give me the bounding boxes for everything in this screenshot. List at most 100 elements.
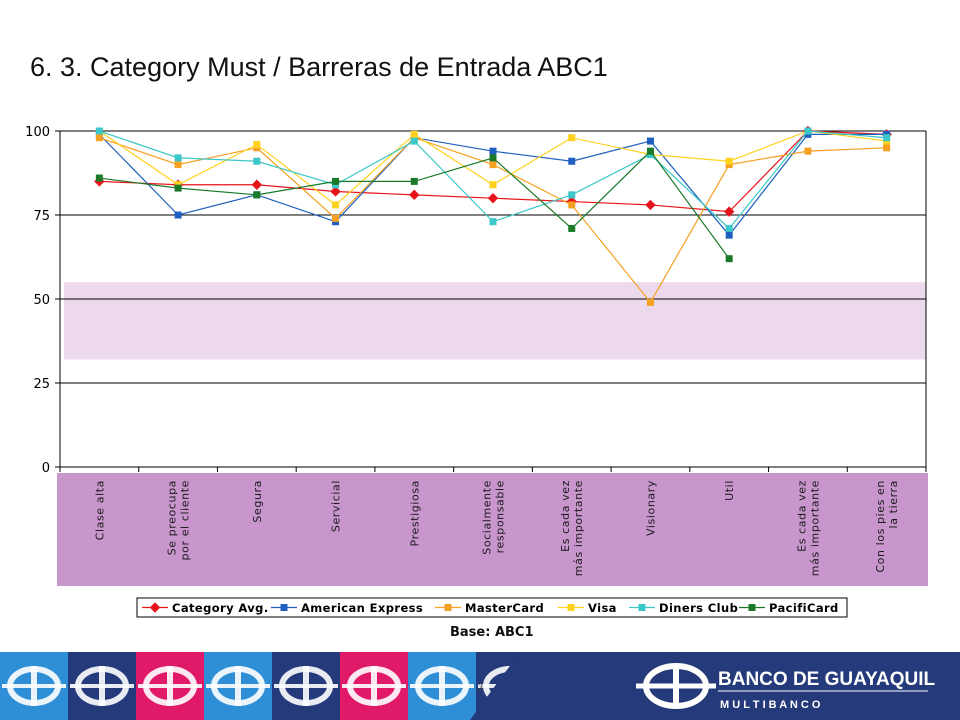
footer-logo-icon [274, 666, 338, 706]
x-category-label: más importante [808, 480, 821, 576]
legend-box [136, 597, 848, 618]
x-category-label: Con los pies en [874, 480, 887, 573]
y-tick-label: 100 [25, 125, 50, 140]
data-point [568, 157, 576, 165]
data-point [489, 147, 497, 155]
series-diners-club [95, 127, 891, 232]
data-point [253, 191, 261, 199]
footer-logo-icon [70, 666, 134, 706]
x-category-label: Se preocupa [166, 480, 179, 555]
footer-logo-icon [2, 666, 66, 706]
data-point [725, 157, 733, 165]
data-point [410, 137, 418, 145]
x-category-label: Visionary [644, 480, 657, 536]
footer-banner: BANCO DE GUAYAQUIL M U L T I B A N C O [0, 652, 960, 720]
legend-marker [567, 604, 575, 611]
footer-logo-tiles [0, 652, 544, 720]
x-category-label: Es cada vez [559, 480, 572, 552]
data-point [725, 255, 733, 263]
footer-logo-icon [206, 666, 270, 706]
data-point [804, 147, 812, 155]
highlight-band-layer [64, 282, 926, 360]
data-point [409, 189, 420, 201]
data-point [95, 134, 103, 142]
base-label: Base: ABC1 [450, 625, 534, 640]
x-category-label: más importante [572, 480, 585, 576]
legend-label: American Express [301, 601, 423, 615]
data-point [883, 134, 891, 142]
data-point [725, 224, 733, 232]
y-tick-labels: 0 25 50 75 100 [25, 125, 50, 476]
data-point [723, 206, 735, 217]
data-point [725, 231, 733, 239]
x-category-label: Util [723, 480, 736, 501]
data-point [251, 179, 263, 190]
x-category-label: la tierra [887, 480, 900, 528]
data-point [332, 177, 340, 185]
data-point [253, 140, 261, 148]
x-category-label: Servicial [330, 480, 343, 532]
x-category-label: responsable [494, 480, 507, 553]
data-point [174, 211, 182, 219]
y-tick-label: 0 [42, 461, 50, 476]
line-chart: 0 25 50 75 100 Clase alta Se preocupa por el c… [25, 125, 928, 618]
bank-logo-icon [636, 663, 716, 709]
footer-logo-icon [138, 666, 202, 706]
x-category-label: Segura [251, 480, 264, 523]
y-tick-label: 75 [33, 209, 50, 224]
data-point [646, 137, 654, 145]
y-tick-label: 25 [33, 377, 50, 392]
data-point [95, 174, 103, 182]
footer-logo-icon [410, 666, 474, 706]
data-point [646, 298, 654, 306]
data-point [883, 144, 891, 152]
footer-logo-icon [342, 666, 406, 706]
data-point [804, 127, 812, 135]
data-point [330, 186, 341, 197]
legend-marker [748, 604, 756, 611]
legend-marker [638, 604, 646, 611]
y-tick-label: 50 [33, 293, 50, 308]
series-category-avg [94, 125, 892, 217]
x-category-label: Clase alta [93, 480, 106, 540]
legend-marker [280, 604, 288, 611]
data-point [253, 157, 261, 165]
page-title: 6. 3. Category Must / Barreras de Entrad… [30, 52, 608, 82]
legend-marker [149, 602, 161, 613]
legend: Category Avg. American Express MasterCard V… [136, 597, 848, 618]
legend-marker [444, 604, 452, 611]
data-point [174, 161, 182, 169]
legend-label: PacifiCard [769, 601, 839, 615]
legend-label: Category Avg. [172, 601, 269, 615]
highlight-band [64, 282, 926, 360]
data-point [568, 191, 576, 199]
series-line [99, 150, 730, 260]
data-point [410, 130, 418, 138]
data-point [174, 154, 182, 162]
x-category-label: por el cliente [179, 480, 192, 560]
series-layer [94, 125, 892, 306]
data-point [489, 161, 497, 169]
legend-label: MasterCard [465, 601, 544, 615]
data-point [568, 201, 576, 209]
data-point [410, 177, 418, 185]
data-point [568, 134, 576, 142]
data-point [645, 199, 656, 211]
series-pacificard [95, 147, 733, 263]
data-point [489, 181, 497, 189]
data-point [487, 192, 499, 204]
data-point [332, 201, 340, 209]
data-point [489, 218, 497, 226]
legend-label: Visa [588, 601, 617, 615]
x-category-label: Es cada vez [795, 480, 808, 552]
x-category-label: Prestigiosa [408, 480, 421, 546]
x-category-label: Socialmente [481, 480, 494, 555]
gridlines [55, 130, 927, 472]
data-point [568, 224, 576, 232]
category-panel: Clase alta Se preocupa por el cliente Segur… [57, 473, 928, 586]
bank-tagline: M U L T I B A N C O [720, 699, 821, 711]
data-point [489, 154, 497, 162]
category-label-panel [57, 473, 928, 586]
data-point [332, 214, 340, 222]
data-point [646, 147, 654, 155]
